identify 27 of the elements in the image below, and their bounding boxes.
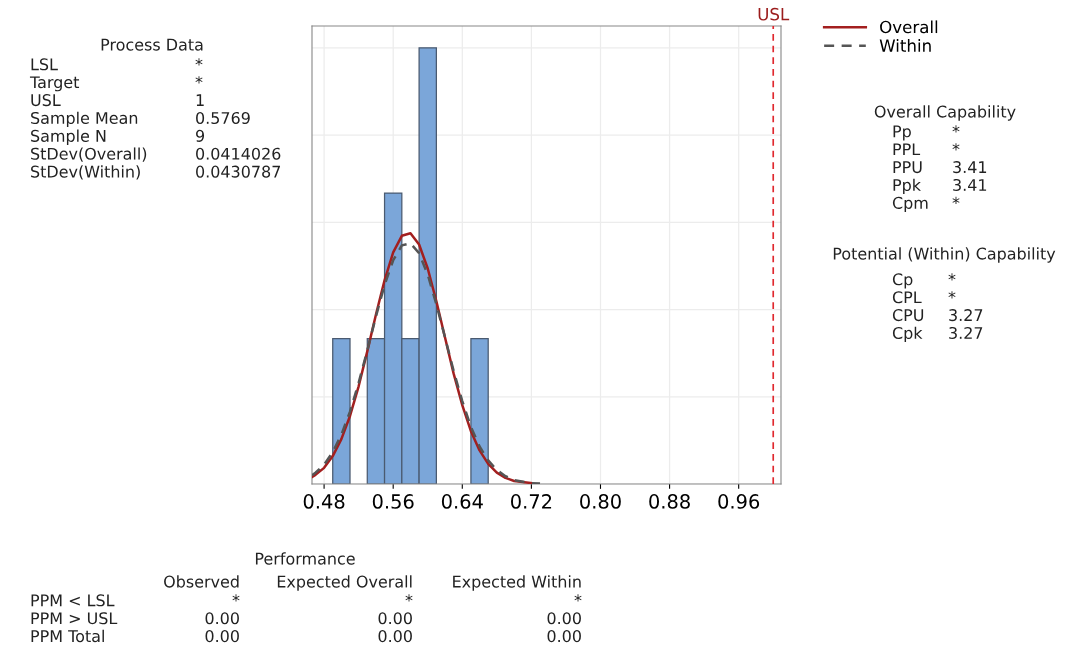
ref-line-label: USL [758,7,790,21]
text: Potential (Within) Capability [833,247,1056,263]
x-tick-label: 0.48 [303,494,345,509]
text: * * 3.27 3.27 [948,273,983,340]
text: * 0.00 0.00 [547,594,582,643]
x-tick-label: 0.64 [441,494,483,509]
text: * * 1 0.5769 9 0.0414026 0.0430787 [195,58,281,178]
text: Pp PPL PPU Ppk Cpm [892,125,928,212]
x-tick-label: 0.56 [372,494,414,509]
x-tick-label: 0.80 [580,494,621,509]
text: * * 3.41 3.41 * [952,125,987,205]
text: LSL Target USL Sample Mean Sample N StDev(Overall) StDev(Within) [29,58,147,180]
text: Process Data [101,38,203,51]
text: * 0.00 0.00 [378,594,413,643]
text: PPM < LSL PPM > USL PPM Total [31,594,118,643]
legend-label: Within [879,39,931,52]
text: Performance [255,552,355,565]
x-tick-label: 0.96 [718,494,760,509]
text: Overall Capability [874,105,1016,121]
x-tick-label: 0.72 [511,494,552,509]
legend-label: Overall [880,20,938,34]
text: Observed [164,575,239,588]
text: Expected Within [453,575,581,591]
text: Expected Overall [277,575,412,591]
x-tick-label: 0.88 [649,494,690,509]
text: * 0.00 0.00 [205,594,240,643]
text: Cp CPL CPU Cpk [892,273,924,343]
